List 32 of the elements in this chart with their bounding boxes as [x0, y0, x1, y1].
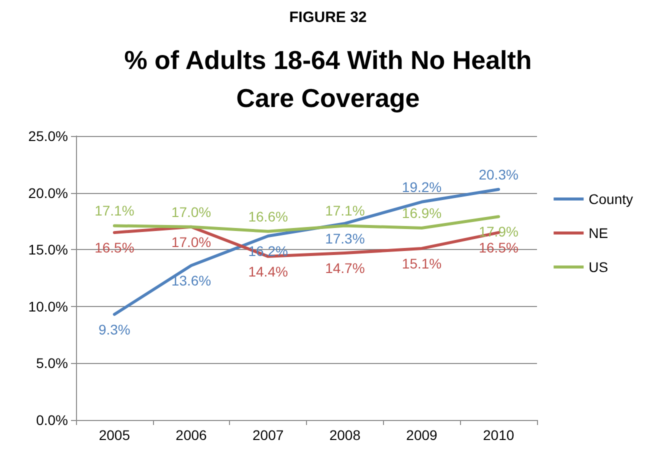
- y-tick-label: 5.0%: [36, 355, 68, 372]
- data-label: 17.0%: [171, 204, 212, 220]
- data-label: 17.9%: [478, 224, 518, 240]
- x-tick-label: 2005: [98, 427, 130, 443]
- data-label: 14.4%: [248, 263, 288, 280]
- legend-label: County: [588, 191, 633, 207]
- y-tick-label: 10.0%: [28, 298, 68, 314]
- data-label: 17.0%: [171, 234, 212, 250]
- data-label: 16.6%: [248, 208, 288, 224]
- x-tick-label: 2006: [176, 427, 208, 443]
- data-label: 15.1%: [402, 255, 442, 272]
- data-label: 16.9%: [402, 205, 442, 222]
- legend-label: NE: [588, 225, 608, 241]
- caption: FIGURE 32: [289, 9, 367, 26]
- y-tick-label: 0.0%: [36, 412, 68, 428]
- data-label: 17.1%: [94, 202, 134, 219]
- x-tick-label: 2008: [329, 427, 361, 443]
- x-tick-label: 2009: [406, 427, 438, 443]
- data-label: 14.7%: [325, 260, 365, 276]
- data-label: 17.3%: [325, 230, 365, 246]
- data-label: 17.1%: [325, 202, 365, 219]
- y-tick-label: 20.0%: [28, 184, 68, 201]
- legend-label: US: [588, 259, 608, 275]
- data-label: 9.3%: [98, 321, 130, 338]
- y-tick-label: 25.0%: [28, 128, 68, 144]
- data-label: 20.3%: [478, 166, 518, 182]
- x-tick-label: 2010: [483, 427, 514, 443]
- x-tick-label: 2007: [252, 427, 284, 443]
- data-label: 13.6%: [171, 272, 212, 289]
- y-tick-label: 15.0%: [28, 242, 68, 258]
- chart-title: % of Adults 18-64 With No Health Care Coverage: [124, 45, 532, 113]
- data-label: 19.2%: [402, 178, 442, 195]
